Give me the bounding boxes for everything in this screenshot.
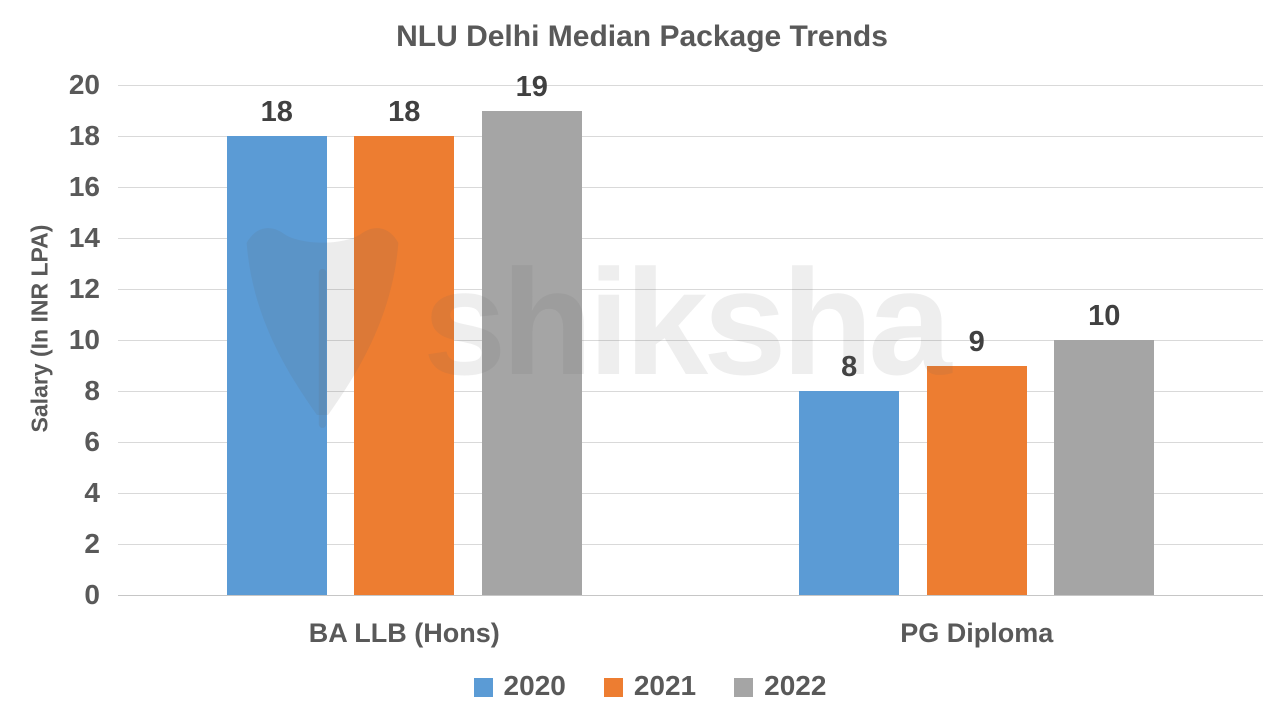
chart-legend: 2020 2021 2022 xyxy=(0,670,1280,702)
bar xyxy=(481,110,582,595)
bar-value-label: 18 xyxy=(388,96,421,128)
y-tick-label: 18 xyxy=(68,120,100,151)
bar-value-label: 8 xyxy=(841,351,858,383)
x-axis-category-labels: BA LLB (Hons) PG Diploma xyxy=(118,618,1263,654)
bar xyxy=(226,136,327,595)
y-axis-tick-labels: 0 2 4 6 8 10 12 14 16 18 20 xyxy=(0,71,100,609)
y-tick-label: 2 xyxy=(84,528,100,559)
y-tick-label: 4 xyxy=(84,477,100,508)
y-tick-label: 20 xyxy=(68,69,100,100)
legend-label: 2021 xyxy=(633,670,697,701)
bar xyxy=(926,365,1027,595)
bar-value-label: 19 xyxy=(515,70,548,103)
gridline xyxy=(118,84,1263,86)
bar-value-label: 10 xyxy=(1088,300,1121,332)
legend-swatch xyxy=(734,677,754,697)
y-tick-label: 10 xyxy=(68,324,100,355)
gridline xyxy=(118,594,1263,596)
bar-value-label: 9 xyxy=(968,325,985,358)
gridline xyxy=(118,135,1263,137)
plot-area: 18 8 18 9 19 10 shiksha xyxy=(118,71,1263,596)
bar xyxy=(1054,340,1155,595)
bar-value-label: 18 xyxy=(260,96,293,128)
y-tick-label: 14 xyxy=(68,222,100,253)
gridline xyxy=(118,492,1263,494)
x-category-label: BA LLB (Hons) xyxy=(308,618,500,648)
gridline xyxy=(118,543,1263,545)
gridline xyxy=(118,441,1263,443)
y-tick-label: 6 xyxy=(84,426,100,457)
y-tick-label: 0 xyxy=(84,579,100,610)
gridline xyxy=(118,339,1263,341)
gridline xyxy=(118,288,1263,290)
gridline xyxy=(118,390,1263,392)
y-tick-label: 12 xyxy=(68,273,100,304)
legend-item: 2020 xyxy=(473,670,566,702)
legend-item: 2022 xyxy=(734,670,826,702)
chart-title: NLU Delhi Median Package Trends xyxy=(396,20,888,53)
legend-label: 2022 xyxy=(764,670,827,701)
bar xyxy=(799,391,900,595)
legend-label: 2020 xyxy=(503,670,566,701)
gridline xyxy=(118,186,1263,188)
x-category-label: PG Diploma xyxy=(900,618,1054,648)
y-tick-label: 16 xyxy=(68,171,100,202)
gridline xyxy=(118,237,1263,239)
y-tick-label: 8 xyxy=(84,375,100,406)
legend-swatch xyxy=(473,677,493,697)
bar xyxy=(354,136,455,595)
legend-swatch xyxy=(603,677,623,697)
legend-item: 2021 xyxy=(603,670,697,702)
